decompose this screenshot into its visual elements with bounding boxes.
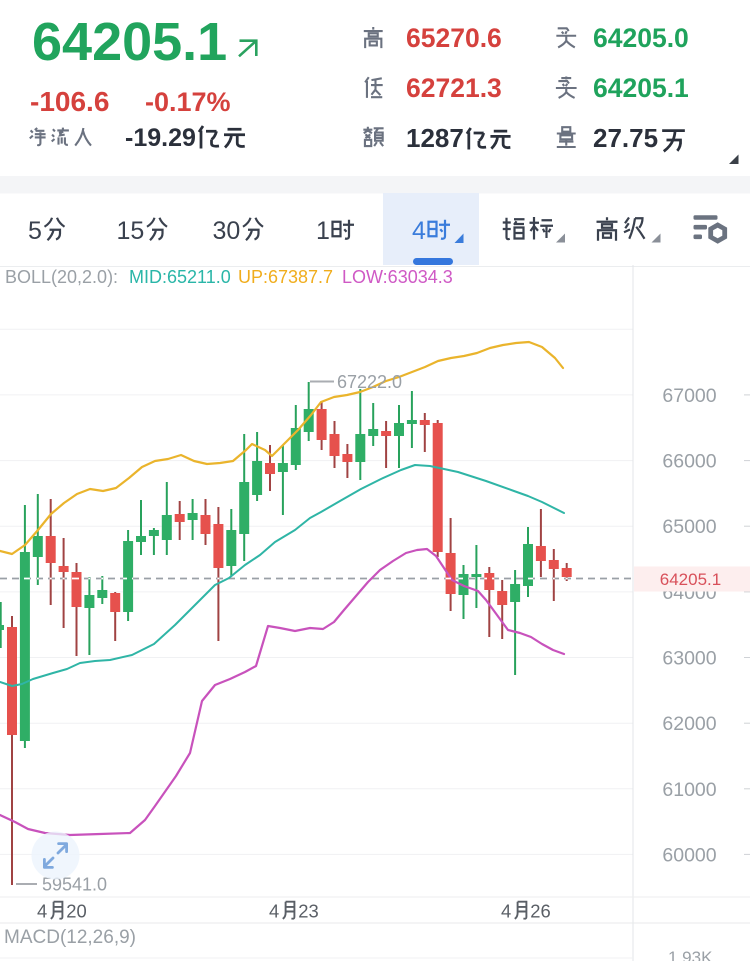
svg-text:63000: 63000 — [662, 648, 716, 670]
svg-text:5: 5 — [28, 217, 42, 245]
svg-text:67000: 67000 — [662, 385, 716, 407]
svg-text:64205.0: 64205.0 — [593, 23, 689, 53]
svg-text:30: 30 — [213, 217, 241, 245]
svg-text:1.93K: 1.93K — [668, 948, 713, 961]
svg-text:67222.0: 67222.0 — [337, 372, 402, 392]
svg-text:BOLL(20,2.0):: BOLL(20,2.0): — [5, 267, 118, 287]
svg-text:59541.0: 59541.0 — [42, 875, 107, 895]
svg-text:4: 4 — [412, 217, 426, 245]
svg-text:20: 20 — [66, 901, 86, 922]
svg-text:MACD(12,26,9): MACD(12,26,9) — [4, 927, 136, 948]
svg-text:23: 23 — [298, 901, 318, 922]
svg-text:4: 4 — [501, 901, 511, 922]
svg-text:1287: 1287 — [406, 123, 464, 153]
svg-text:66000: 66000 — [662, 451, 716, 473]
svg-text:-106.6: -106.6 — [30, 86, 109, 117]
svg-text:1: 1 — [316, 217, 330, 245]
svg-text:64205.1: 64205.1 — [660, 570, 721, 589]
svg-text:MID:65211.0: MID:65211.0 — [129, 267, 231, 287]
svg-text:26: 26 — [530, 901, 550, 922]
svg-text:4: 4 — [269, 901, 279, 922]
svg-text:-19.29: -19.29 — [125, 124, 196, 152]
svg-text:64205.1: 64205.1 — [593, 73, 689, 103]
svg-text:61000: 61000 — [662, 779, 716, 801]
svg-text:64205.1: 64205.1 — [32, 12, 227, 72]
svg-text:15: 15 — [117, 217, 145, 245]
svg-text:LOW:63034.3: LOW:63034.3 — [342, 267, 453, 287]
svg-text:UP:67387.7: UP:67387.7 — [238, 267, 333, 287]
svg-text:4: 4 — [37, 901, 47, 922]
svg-text:60000: 60000 — [662, 844, 716, 866]
svg-text:65000: 65000 — [662, 516, 716, 538]
svg-text:62721.3: 62721.3 — [406, 73, 502, 103]
svg-text:27.75: 27.75 — [593, 123, 658, 153]
svg-text:65270.6: 65270.6 — [406, 23, 502, 53]
svg-text:62000: 62000 — [662, 713, 716, 735]
svg-text:-0.17%: -0.17% — [145, 87, 231, 117]
